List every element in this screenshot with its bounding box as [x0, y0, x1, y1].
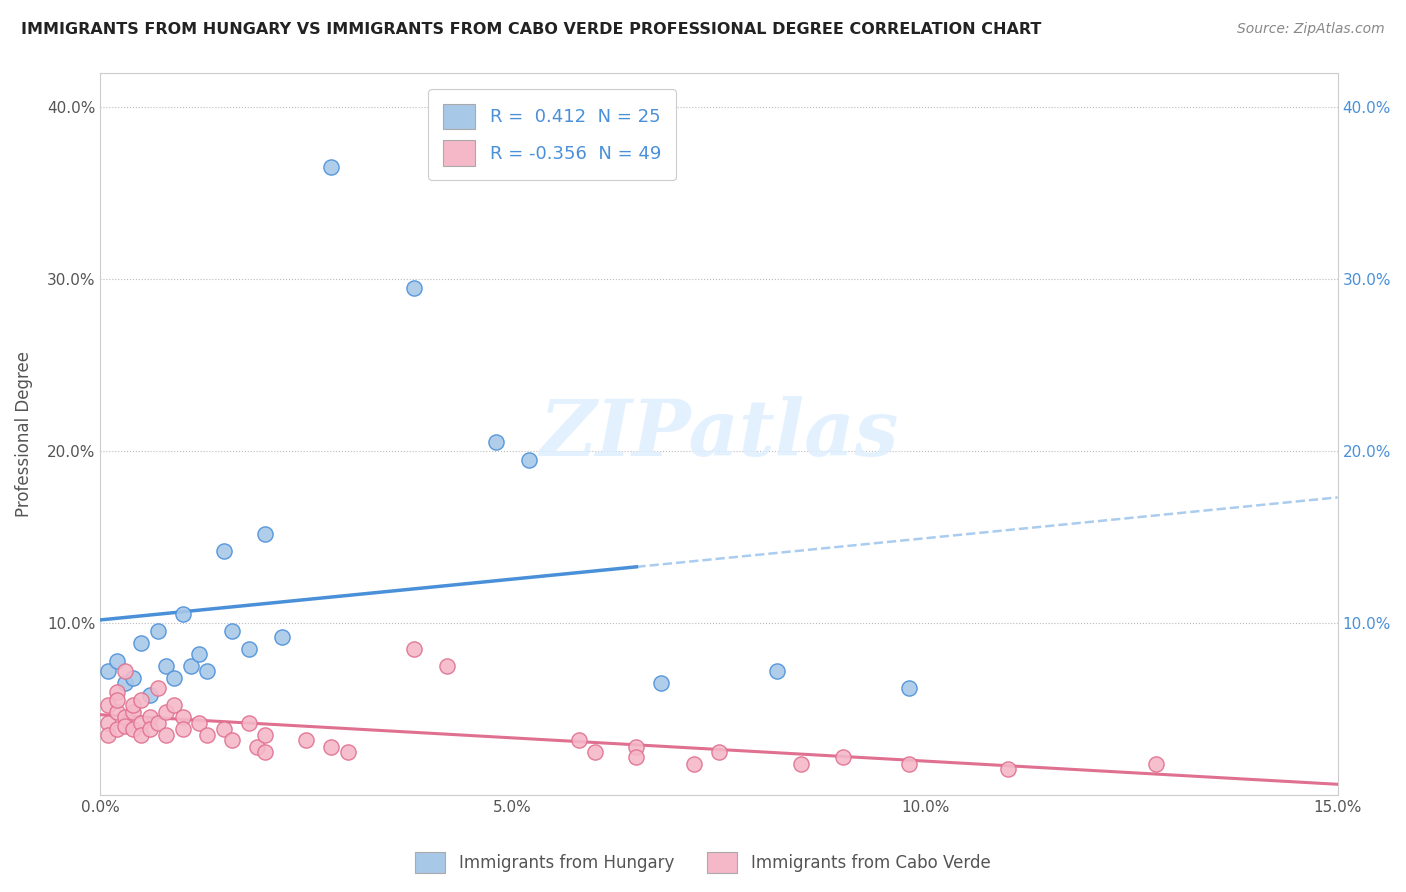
Point [172, 710, 194, 724]
Point [517, 452, 540, 467]
Point [188, 715, 211, 730]
Text: ZIPatlas: ZIPatlas [540, 395, 898, 472]
Legend: Immigrants from Hungary, Immigrants from Cabo Verde: Immigrants from Hungary, Immigrants from… [409, 846, 997, 880]
Point [626, 750, 648, 764]
Point [155, 658, 177, 673]
Legend: R =  0.412  N = 25, R = -0.356  N = 49: R = 0.412 N = 25, R = -0.356 N = 49 [429, 89, 675, 180]
Point [831, 750, 853, 764]
Point [146, 624, 169, 639]
Point [146, 681, 169, 695]
Point [139, 688, 162, 702]
Point [436, 658, 458, 673]
Point [254, 727, 277, 741]
Point [485, 435, 508, 450]
Point [139, 723, 162, 737]
Point [155, 727, 177, 741]
Point [105, 723, 128, 737]
Point [105, 654, 128, 668]
Point [114, 676, 136, 690]
Point [155, 705, 177, 719]
Text: IMMIGRANTS FROM HUNGARY VS IMMIGRANTS FROM CABO VERDE PROFESSIONAL DEGREE CORREL: IMMIGRANTS FROM HUNGARY VS IMMIGRANTS FR… [21, 22, 1042, 37]
Point [122, 671, 145, 685]
Point [1144, 756, 1167, 771]
Point [172, 607, 194, 622]
Point [97, 664, 120, 678]
Point [180, 658, 202, 673]
Point [583, 745, 606, 759]
Point [336, 745, 359, 759]
Point [321, 739, 343, 754]
Point [131, 693, 153, 707]
Point [238, 715, 260, 730]
Y-axis label: Professional Degree: Professional Degree [15, 351, 32, 516]
Point [114, 710, 136, 724]
Point [105, 705, 128, 719]
Point [402, 281, 425, 295]
Point [188, 647, 211, 661]
Point [97, 698, 120, 713]
Point [131, 727, 153, 741]
Point [221, 732, 243, 747]
Point [765, 664, 787, 678]
Point [683, 756, 706, 771]
Point [321, 161, 343, 175]
Point [270, 630, 292, 644]
Point [146, 715, 169, 730]
Point [114, 664, 136, 678]
Point [131, 715, 153, 730]
Point [897, 756, 920, 771]
Point [295, 732, 318, 747]
Point [163, 671, 186, 685]
Point [97, 715, 120, 730]
Point [172, 723, 194, 737]
Text: Source: ZipAtlas.com: Source: ZipAtlas.com [1237, 22, 1385, 37]
Point [197, 664, 219, 678]
Point [212, 543, 235, 558]
Point [254, 745, 277, 759]
Point [197, 727, 219, 741]
Point [221, 624, 243, 639]
Point [139, 710, 162, 724]
Point [254, 526, 277, 541]
Point [626, 739, 648, 754]
Point [97, 727, 120, 741]
Point [212, 723, 235, 737]
Point [997, 762, 1019, 776]
Point [122, 705, 145, 719]
Point [105, 693, 128, 707]
Point [650, 676, 672, 690]
Point [402, 641, 425, 656]
Point [122, 698, 145, 713]
Point [131, 636, 153, 650]
Point [163, 698, 186, 713]
Point [707, 745, 730, 759]
Point [105, 684, 128, 698]
Point [122, 723, 145, 737]
Point [897, 681, 920, 695]
Point [568, 732, 591, 747]
Point [238, 641, 260, 656]
Point [790, 756, 813, 771]
Point [246, 739, 269, 754]
Point [114, 719, 136, 733]
